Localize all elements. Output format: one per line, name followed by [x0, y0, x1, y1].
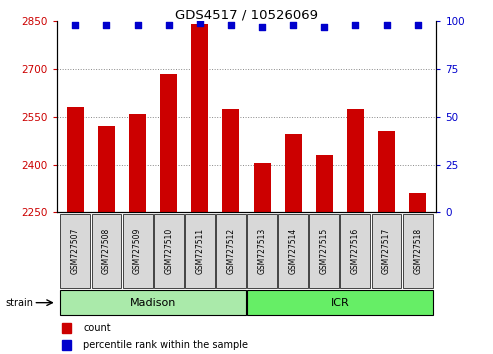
Bar	[403, 214, 432, 288]
Text: GSM727508: GSM727508	[102, 227, 111, 274]
Bar	[284, 134, 302, 212]
Bar	[160, 74, 177, 212]
Text: GSM727509: GSM727509	[133, 227, 142, 274]
Bar	[154, 214, 184, 288]
Text: strain: strain	[5, 298, 33, 308]
Point	[196, 20, 204, 26]
Text: GSM727507: GSM727507	[71, 227, 80, 274]
Text: GSM727517: GSM727517	[382, 227, 391, 274]
Bar	[278, 214, 308, 288]
Bar	[372, 214, 401, 288]
Bar	[309, 214, 339, 288]
Bar	[67, 107, 84, 212]
Text: GSM727516: GSM727516	[351, 227, 360, 274]
Point	[227, 22, 235, 28]
Text: ICR: ICR	[330, 298, 349, 308]
Text: GSM727510: GSM727510	[164, 227, 173, 274]
Point	[414, 22, 422, 28]
Text: percentile rank within the sample: percentile rank within the sample	[83, 340, 248, 350]
Text: Madison: Madison	[130, 298, 176, 308]
Bar	[92, 214, 121, 288]
Bar	[247, 214, 277, 288]
Bar	[341, 214, 370, 288]
Bar	[185, 214, 215, 288]
Point	[383, 22, 390, 28]
Bar	[62, 340, 71, 350]
Bar	[61, 214, 90, 288]
Bar	[316, 155, 333, 212]
Point	[320, 24, 328, 30]
Text: GSM727518: GSM727518	[413, 227, 422, 274]
Bar	[98, 126, 115, 212]
Bar	[378, 131, 395, 212]
Point	[258, 24, 266, 30]
Bar	[216, 214, 246, 288]
Text: GSM727512: GSM727512	[226, 227, 236, 274]
Point	[165, 22, 173, 28]
Bar	[222, 109, 240, 212]
Bar	[409, 193, 426, 212]
Point	[134, 22, 141, 28]
Point	[71, 22, 79, 28]
Point	[352, 22, 359, 28]
Bar	[347, 109, 364, 212]
Bar	[61, 290, 246, 315]
Bar	[62, 323, 71, 333]
Bar	[191, 24, 209, 212]
Point	[289, 22, 297, 28]
Text: GSM727515: GSM727515	[320, 227, 329, 274]
Bar	[247, 290, 432, 315]
Text: GSM727511: GSM727511	[195, 227, 204, 274]
Text: GSM727513: GSM727513	[257, 227, 267, 274]
Bar	[129, 114, 146, 212]
Bar	[253, 163, 271, 212]
Text: GSM727514: GSM727514	[289, 227, 298, 274]
Point	[103, 22, 110, 28]
Text: GDS4517 / 10526069: GDS4517 / 10526069	[175, 9, 318, 22]
Text: count: count	[83, 323, 111, 333]
Bar	[123, 214, 152, 288]
